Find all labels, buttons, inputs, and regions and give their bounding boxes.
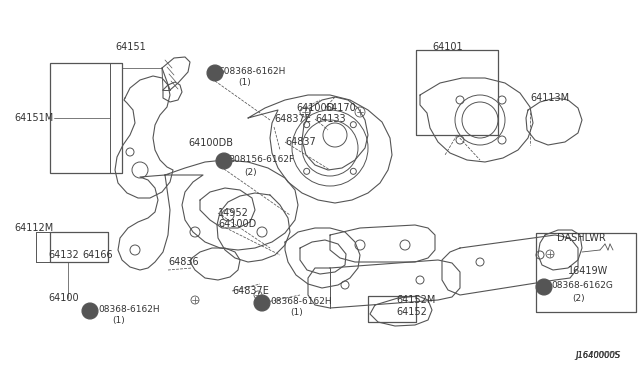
Text: 64113M: 64113M: [530, 93, 569, 103]
Text: 64100DB: 64100DB: [188, 138, 233, 148]
Text: S: S: [260, 301, 264, 305]
Text: 08368-6162H: 08368-6162H: [270, 298, 332, 307]
Text: B08156-6162F: B08156-6162F: [228, 155, 294, 164]
Text: 64836: 64836: [168, 257, 198, 267]
Text: B: B: [221, 158, 227, 164]
Bar: [416, 50, 498, 135]
Bar: [368, 296, 416, 322]
Text: S: S: [212, 71, 217, 76]
Text: 64837E: 64837E: [274, 114, 311, 124]
Text: (1): (1): [238, 78, 251, 87]
Text: 64100D: 64100D: [218, 219, 256, 229]
Text: (1): (1): [112, 317, 125, 326]
Text: 64170: 64170: [325, 103, 356, 113]
Text: S08368-6162H: S08368-6162H: [218, 67, 285, 77]
Text: 64837E: 64837E: [232, 286, 269, 296]
Text: 64132: 64132: [48, 250, 79, 260]
Text: J1640000S: J1640000S: [575, 352, 620, 360]
Text: 64166: 64166: [82, 250, 113, 260]
Text: DASHLWR: DASHLWR: [557, 233, 605, 243]
Circle shape: [254, 295, 270, 311]
Text: 64133: 64133: [315, 114, 346, 124]
Text: 08368-6162G: 08368-6162G: [551, 282, 613, 291]
Text: 64152M: 64152M: [396, 295, 435, 305]
Text: 16419W: 16419W: [568, 266, 608, 276]
Text: (1): (1): [290, 308, 303, 317]
Circle shape: [207, 65, 223, 81]
Text: J1640000S: J1640000S: [575, 352, 621, 360]
Bar: [50, 232, 108, 262]
Text: 64151: 64151: [115, 42, 146, 52]
Text: S: S: [88, 308, 92, 314]
Text: 64837: 64837: [285, 137, 316, 147]
Text: 64112M: 64112M: [14, 223, 53, 233]
Text: 64100D: 64100D: [296, 103, 334, 113]
Text: (2): (2): [244, 167, 257, 176]
Text: (2): (2): [572, 294, 584, 302]
Bar: [536, 233, 636, 312]
Text: 64100: 64100: [48, 293, 79, 303]
Text: 14952: 14952: [218, 208, 249, 218]
Circle shape: [216, 153, 232, 169]
Text: 08368-6162H: 08368-6162H: [98, 305, 159, 314]
Text: 64152: 64152: [396, 307, 427, 317]
Circle shape: [82, 303, 98, 319]
Bar: [50, 63, 122, 173]
Text: 64101: 64101: [432, 42, 463, 52]
Circle shape: [536, 279, 552, 295]
Text: S: S: [541, 285, 547, 289]
Text: 64151M: 64151M: [14, 113, 53, 123]
